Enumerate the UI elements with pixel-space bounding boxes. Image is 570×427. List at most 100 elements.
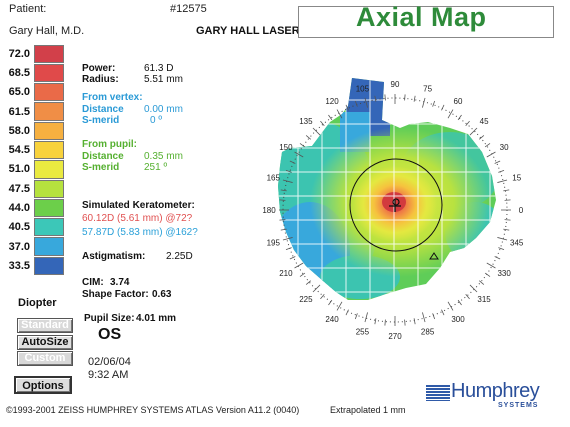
scale-step: 68.5 — [8, 63, 70, 83]
angle-tick — [504, 199, 511, 201]
angle-tick — [345, 309, 349, 316]
map-title: Axial Map — [356, 2, 487, 32]
angle-tick — [354, 313, 358, 320]
scale-swatch — [34, 63, 64, 83]
map-title-box — [298, 6, 554, 38]
scale-value: 61.5 — [8, 105, 30, 118]
angle-tick — [404, 319, 406, 326]
standard-button[interactable]: Standard — [17, 318, 73, 333]
angle-tick — [279, 219, 286, 221]
from-vertex-label: From vertex: — [82, 92, 143, 103]
angle-tick — [374, 318, 377, 325]
scale-swatch — [34, 179, 64, 198]
angle-tick — [432, 313, 436, 320]
simk-steep-value: 60.12D (5.61 mm) @72? — [82, 213, 193, 224]
angle-tick — [336, 109, 343, 119]
angle-tick — [328, 114, 333, 121]
angle-label: 255 — [356, 328, 370, 337]
angle-label: 270 — [388, 332, 402, 341]
cim-value: 3.74 — [110, 277, 130, 288]
angle-label: 0 — [519, 206, 524, 215]
custom-button[interactable]: Custom — [17, 351, 73, 366]
brand-name: Humphrey — [451, 380, 540, 402]
angle-label: 240 — [325, 315, 339, 324]
angle-label: 135 — [299, 117, 313, 126]
power-row: Power: 61.3 D — [82, 63, 173, 74]
pupil-smerid-value: 251 º — [144, 162, 168, 173]
angle-tick — [498, 247, 505, 251]
astigmatism-label: Astigmatism: — [82, 251, 146, 262]
angle-tick — [422, 97, 426, 108]
angle-label: 165 — [267, 173, 281, 182]
exam-date: 02/06/04 — [88, 356, 131, 368]
angle-label: 15 — [512, 173, 521, 182]
angle-label: 150 — [279, 143, 293, 152]
scale-swatch — [34, 44, 64, 63]
scale-swatch — [34, 256, 64, 276]
options-button[interactable]: Options — [14, 376, 72, 394]
angle-label: 225 — [299, 295, 313, 304]
angle-tick — [484, 143, 491, 148]
scale-value: 65.0 — [8, 86, 30, 99]
scale-value: 40.5 — [8, 221, 30, 234]
extrapolated-text: Extrapolated 1 mm — [330, 405, 406, 415]
angle-tick — [280, 189, 287, 192]
scale-value: 51.0 — [8, 163, 30, 176]
scale-step: 72.0 — [8, 44, 70, 63]
angle-tick — [312, 284, 321, 293]
scale-step: 33.5 — [8, 256, 70, 276]
angle-tick — [497, 179, 508, 183]
scale-swatch — [34, 102, 64, 121]
scale-value: 47.5 — [8, 182, 30, 195]
angle-tick — [498, 169, 505, 173]
cim-row: CIM: 3.74 — [82, 277, 129, 288]
pupil-smerid-row: S-merid 251 º — [82, 162, 167, 173]
angle-tick — [384, 94, 386, 101]
angle-tick — [280, 228, 287, 231]
pupil-size-label: Pupil Size: — [84, 313, 135, 324]
pupil-size-row: Pupil Size: 4.01 mm — [84, 313, 176, 324]
scale-swatch — [34, 198, 64, 218]
scale-step: 65.0 — [8, 83, 70, 102]
cim-label: CIM: — [82, 277, 104, 288]
angle-tick — [364, 97, 368, 108]
simk-label: Simulated Keratometer: — [82, 200, 195, 211]
scale-swatch — [34, 140, 64, 160]
angle-tick — [494, 256, 501, 260]
angle-label: 45 — [480, 117, 489, 126]
angle-tick — [285, 169, 292, 173]
humphrey-logo-icon — [426, 385, 450, 401]
angle-tick — [294, 151, 304, 158]
angle-label: 285 — [421, 328, 435, 337]
angle-tick — [441, 104, 445, 111]
angle-tick — [285, 247, 292, 251]
angle-tick — [486, 151, 496, 158]
angle-tick — [479, 280, 485, 285]
brand-sub: SYSTEMS — [498, 402, 539, 409]
angle-tick — [364, 312, 368, 323]
angle-tick — [282, 237, 293, 241]
angle-tick — [447, 301, 454, 311]
angle-tick — [465, 120, 470, 126]
angle-tick — [441, 309, 445, 316]
vertex-smerid-row: S-merid 0 º — [82, 115, 162, 126]
angle-label: 180 — [262, 206, 276, 215]
autosize-button[interactable]: AutoSize — [17, 335, 73, 350]
exam-time: 9:32 AM — [88, 369, 129, 381]
angle-tick — [497, 237, 508, 241]
angle-tick — [282, 179, 293, 183]
angle-tick — [299, 143, 306, 148]
radius-row: Radius: 5.51 mm — [82, 74, 183, 85]
scale-step: 47.5 — [8, 179, 70, 198]
patient-id: #12575 — [170, 3, 207, 15]
scale-value: 68.5 — [8, 66, 30, 79]
angle-tick — [299, 272, 306, 277]
axial-map[interactable]: 90 75604530150345330315300285270255240225… — [250, 62, 540, 358]
scale-value: 72.0 — [8, 47, 30, 60]
shape-factor-value: 0.63 — [152, 289, 172, 300]
scale-swatch — [34, 121, 64, 140]
patient-label: Patient: — [9, 3, 47, 15]
angle-tick — [469, 127, 478, 136]
angle-labels: 90 75604530150345330315300285270255240225… — [262, 80, 524, 341]
angle-tick — [457, 299, 462, 306]
